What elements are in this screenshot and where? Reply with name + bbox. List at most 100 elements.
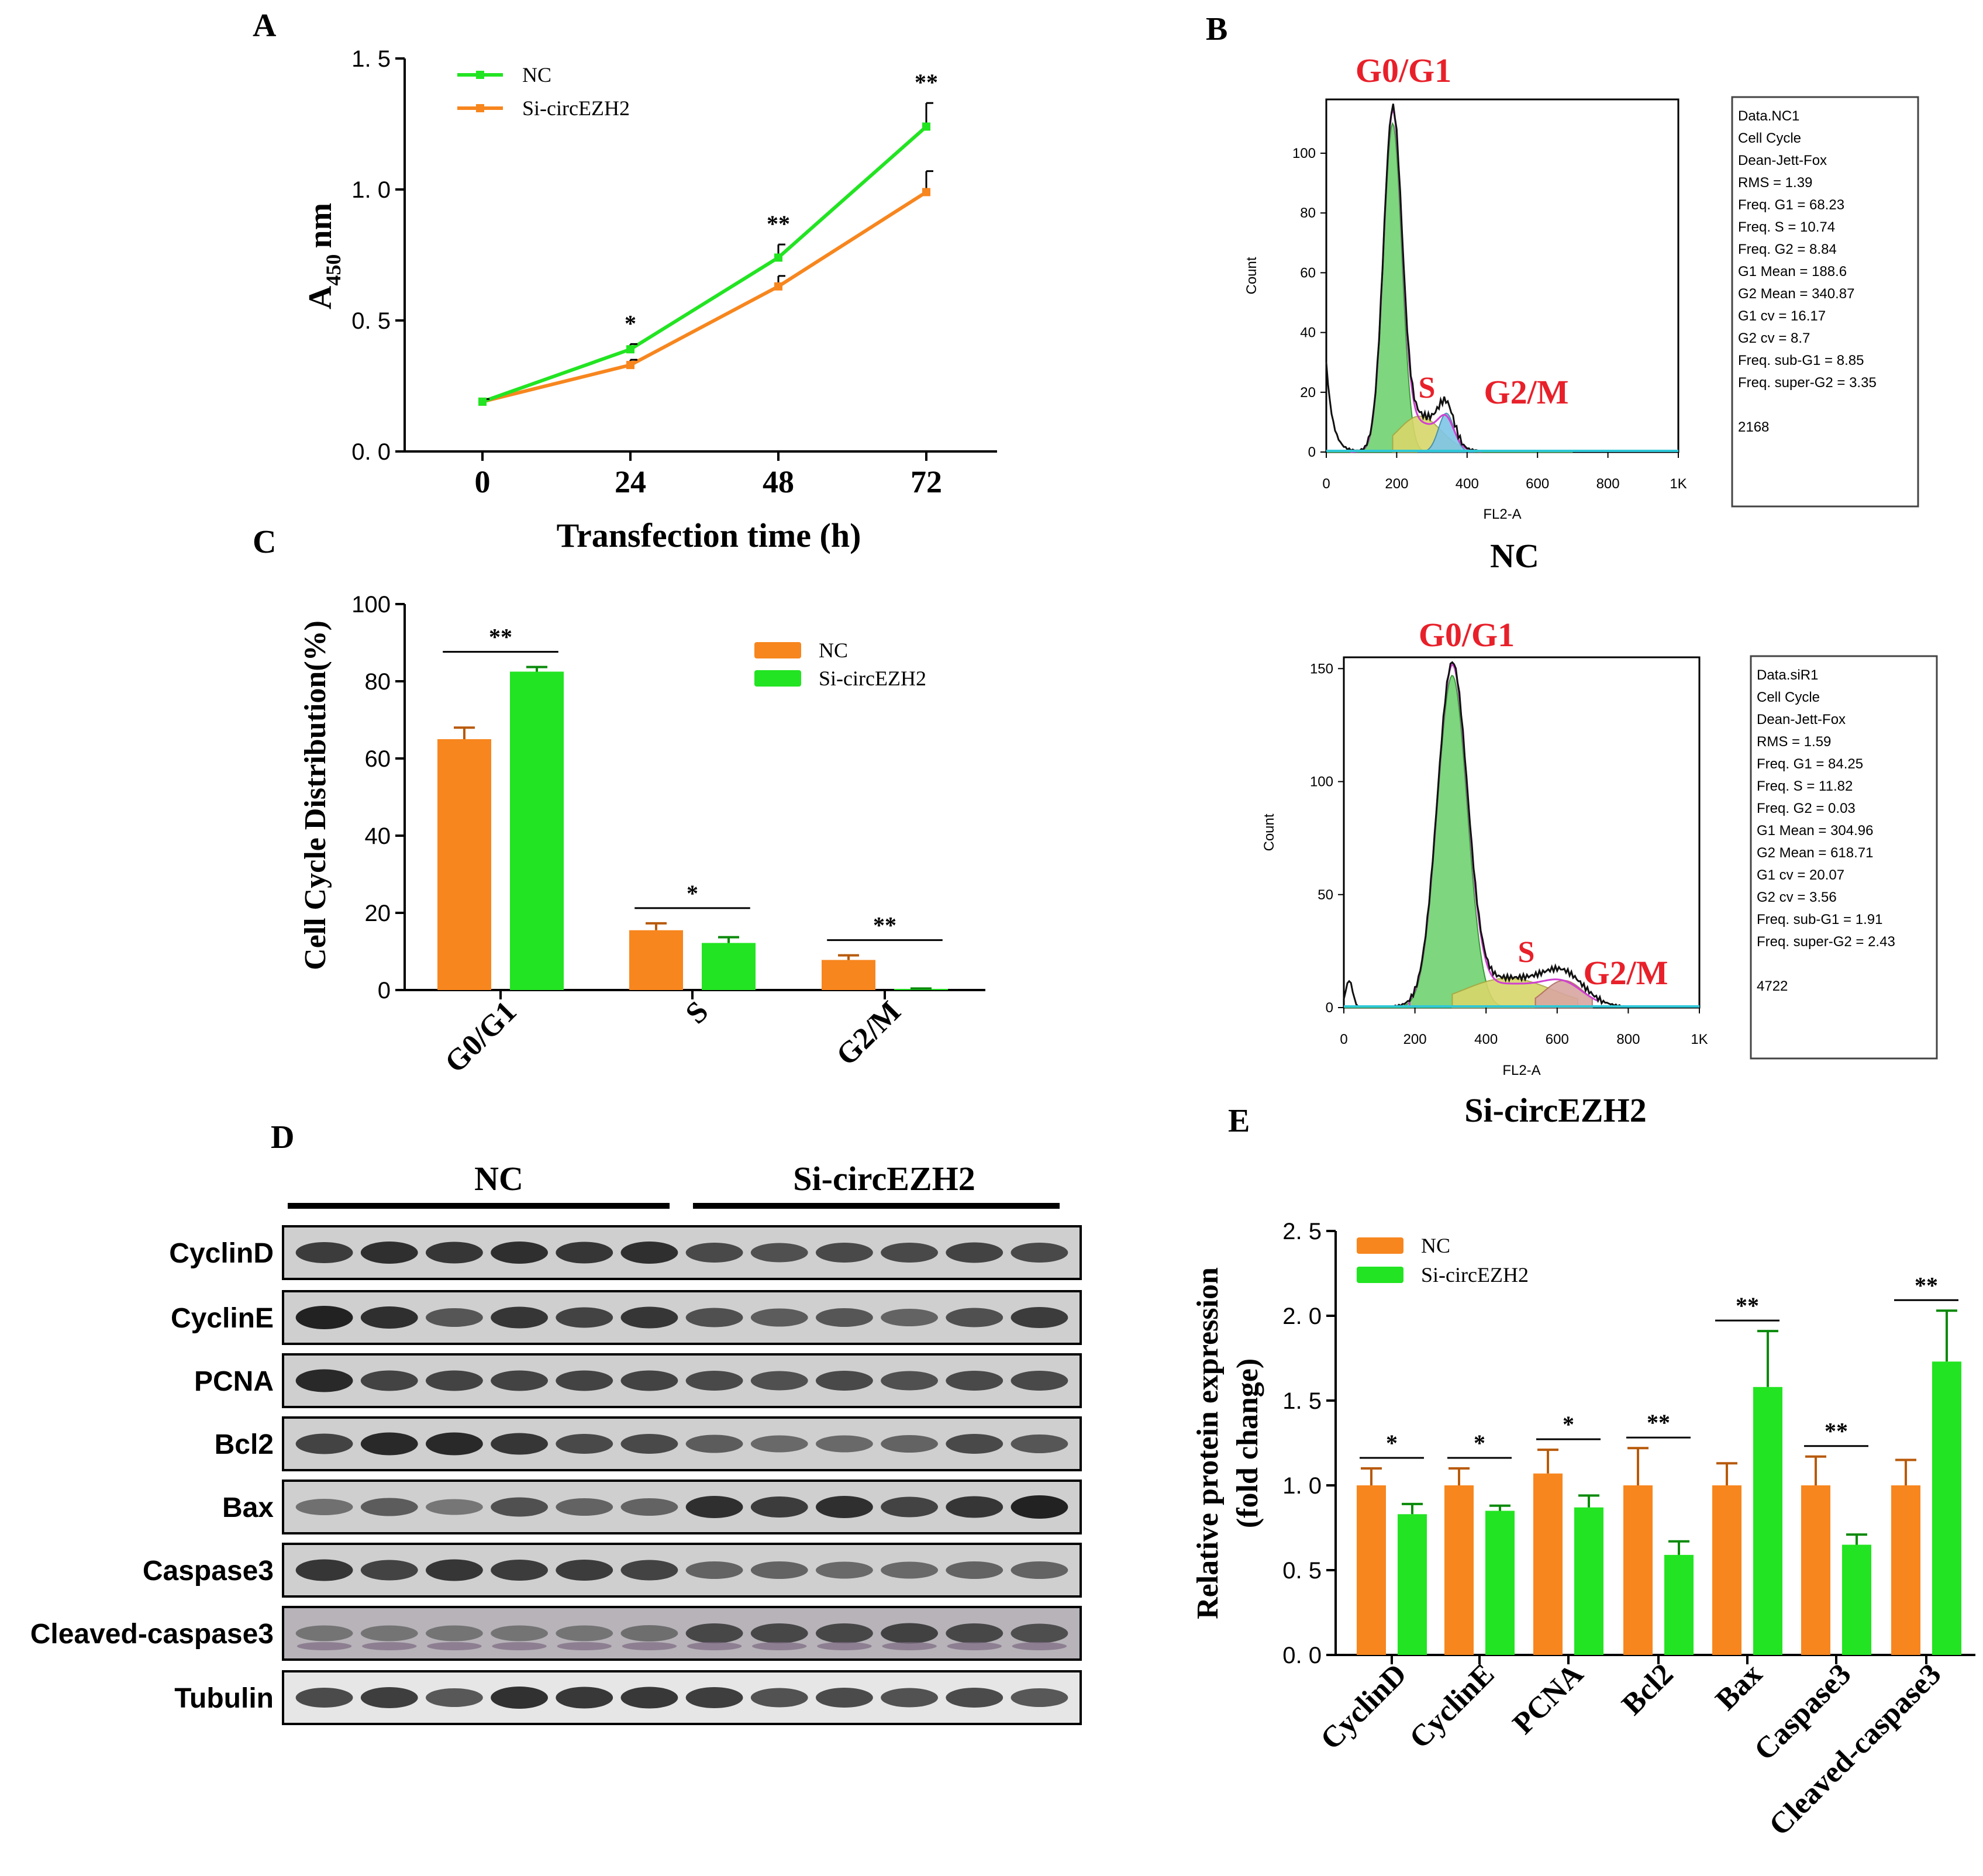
c-y-tick-label: 60: [365, 746, 391, 772]
b-stats-line: RMS = 1.39: [1738, 175, 1812, 191]
d-blot-band: [816, 1561, 873, 1579]
d-blot-band: [620, 1434, 678, 1454]
c-bar-nc: [437, 739, 491, 990]
d-blot-band-lower: [427, 1642, 482, 1650]
c-bar-si: [702, 943, 756, 990]
c-y-tick-label: 0: [378, 978, 391, 1003]
panel-b-flow-histograms: 0 20 40 60 80 100 0 200 400 600 800 1K FL2-A Count G0/…: [1244, 51, 1938, 1129]
e-category-label: Bax: [1709, 1657, 1769, 1717]
d-blot-band: [426, 1370, 483, 1391]
d-blot-band: [1011, 1561, 1068, 1579]
a-data-point: [626, 361, 634, 370]
d-blot-band-lower: [622, 1642, 677, 1650]
e-category-label: CyclinE: [1403, 1657, 1501, 1755]
b-phase-label-g0g1: G0/G1: [1356, 51, 1451, 89]
d-blot-band: [491, 1370, 548, 1391]
d-blot-band: [426, 1499, 483, 1515]
e-bar-nc: [1357, 1485, 1386, 1655]
d-blot-band: [360, 1432, 418, 1456]
c-bar-si: [510, 671, 564, 990]
b-stats-line: G1 cv = 16.17: [1738, 308, 1826, 324]
c-category-label: G0/G1: [439, 995, 523, 1079]
e-bar-si: [1485, 1511, 1515, 1655]
d-blot-band: [750, 1688, 808, 1708]
panel-letter-d: D: [271, 1119, 294, 1156]
a-y-axis-title-main: A: [302, 285, 339, 309]
c-y-axis-title: Cell Cycle Distribution(%): [299, 620, 332, 970]
b-stats-line: Freq. S = 10.74: [1738, 219, 1835, 235]
b-phase-label-g2m: G2/M: [1484, 373, 1569, 411]
e-significance-marker: **: [1647, 1409, 1670, 1436]
d-blot-band: [946, 1688, 1003, 1708]
b-x-tick-label: 800: [1616, 1032, 1640, 1047]
b-stats-line: Freq. super-G2 = 2.43: [1757, 934, 1895, 950]
e-legend-swatch: [1357, 1237, 1403, 1254]
d-blot-band: [1011, 1307, 1068, 1328]
d-blot-band: [946, 1434, 1003, 1454]
panel-letter-c: C: [253, 524, 276, 560]
d-blot-band: [620, 1370, 678, 1391]
b-y-tick-label: 80: [1300, 205, 1316, 221]
d-band-label: CyclinE: [171, 1303, 274, 1334]
a-legend-marker: [476, 71, 484, 79]
a-data-point: [478, 397, 487, 406]
d-group-label-si: Si-circEZH2: [793, 1160, 975, 1198]
c-y-tick-label: 40: [365, 823, 391, 849]
b-phase-label-g2m: G2/M: [1584, 954, 1668, 992]
d-blot-band: [491, 1306, 548, 1329]
panel-letter-b: B: [1206, 11, 1227, 47]
panel-a-line-chart: 0. 0 0. 5 1. 0 1. 5 0 24 48 72 Transfection time…: [302, 46, 997, 554]
d-blot-band: [1011, 1495, 1068, 1519]
d-blot-band: [556, 1498, 613, 1516]
d-blot-band: [1011, 1688, 1068, 1707]
c-significance-marker: *: [687, 880, 698, 906]
b-y-tick-label: 150: [1310, 661, 1333, 677]
c-y-tick-label: 80: [365, 669, 391, 695]
c-legend-label: Si-circEZH2: [819, 667, 926, 690]
a-y-tick-label: 0. 5: [351, 308, 391, 334]
d-blot-band: [816, 1308, 873, 1327]
d-blot-band: [556, 1687, 613, 1709]
d-blot-band: [750, 1496, 808, 1518]
d-blot-band: [685, 1434, 743, 1453]
d-blot-band: [750, 1371, 808, 1391]
b-stats-line: Freq. sub-G1 = 8.85: [1738, 353, 1864, 368]
d-blot-band: [491, 1687, 548, 1709]
b-plot-title: Si-circEZH2: [1464, 1091, 1646, 1129]
panel-c-cell-cycle-bar-chart: 0 20 40 60 80 100 ** G0/G1 * S ** G2/M NC Si-circEZH2…: [299, 592, 985, 1080]
c-legend-swatch: [754, 670, 801, 687]
e-y-tick-label: 1. 5: [1282, 1388, 1322, 1414]
d-blot-band: [360, 1560, 418, 1581]
panel-letter-e: E: [1228, 1103, 1250, 1139]
d-blot-band: [881, 1371, 938, 1391]
b-stats-line: G2 Mean = 340.87: [1738, 286, 1854, 302]
e-category-label: Cleaved-caspase3: [1763, 1657, 1947, 1842]
d-blot-band: [295, 1499, 353, 1515]
d-blot-band-lower: [687, 1642, 742, 1650]
panel-e-protein-bar-chart: 0. 0 0. 5 1. 0 1. 5 2. 0 2. 5 * CyclinD * CyclinE…: [1191, 1219, 1975, 1842]
b-stats-line: RMS = 1.59: [1757, 734, 1831, 750]
e-bar-si: [1932, 1361, 1961, 1655]
d-blot-band: [685, 1243, 743, 1263]
d-blot-band: [491, 1625, 548, 1642]
e-bar-si: [1398, 1514, 1427, 1655]
c-category-label: S: [680, 995, 715, 1030]
a-x-tick-label: 0: [475, 464, 491, 499]
e-y-tick-label: 1. 0: [1282, 1473, 1322, 1499]
d-blot-band: [881, 1496, 938, 1518]
b-stats-line: Freq. G1 = 84.25: [1757, 756, 1863, 772]
d-blot-band: [750, 1561, 808, 1579]
a-y-axis-title: A450 nm: [302, 203, 345, 309]
d-blot-band: [426, 1688, 483, 1707]
d-blot-band: [360, 1687, 418, 1708]
e-bar-si: [1664, 1554, 1694, 1655]
d-blot-band: [816, 1435, 873, 1453]
d-blot-band-lower: [1012, 1642, 1067, 1650]
b-x-tick-label: 200: [1385, 476, 1408, 492]
a-y-tick-label: 1. 0: [351, 177, 391, 203]
d-blot-band: [295, 1369, 353, 1392]
b-y-tick-label: 60: [1300, 265, 1316, 281]
b-stats-line: Dean-Jett-Fox: [1757, 712, 1846, 727]
e-bar-nc: [1533, 1473, 1563, 1655]
